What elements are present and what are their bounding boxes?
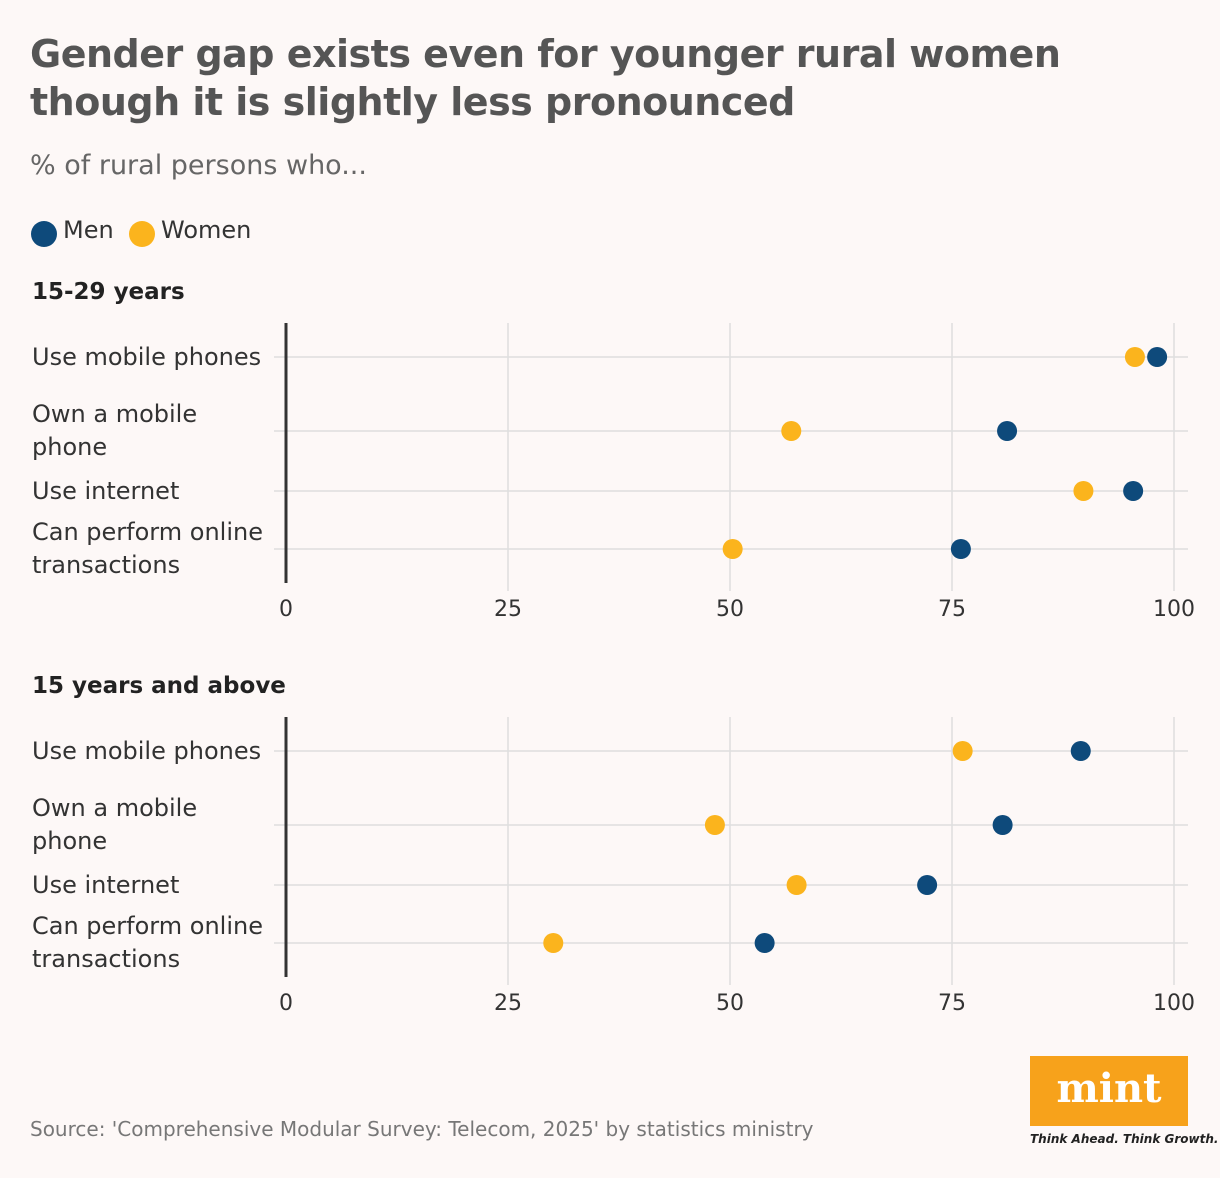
category-label: Own a mobile phone: [32, 400, 198, 461]
title: Gender gap exists even for younger rural…: [30, 32, 1061, 124]
panel-title: 15-29 years: [32, 279, 185, 305]
category-label: Use internet: [32, 870, 180, 899]
dot: [722, 539, 743, 559]
legend-marker: [31, 221, 57, 247]
x-tick-label: 100: [1153, 597, 1195, 622]
x-tick-label: 0: [279, 991, 293, 1016]
legend-label: Men: [63, 216, 114, 244]
dot: [952, 741, 973, 761]
subtitle: % of rural persons who...: [30, 150, 367, 181]
dot: [781, 421, 802, 441]
x-tick-label: 50: [716, 991, 744, 1016]
source: Source: 'Comprehensive Modular Survey: T…: [30, 1117, 814, 1141]
dot: [1123, 481, 1144, 501]
panel-title: 15 years and above: [32, 673, 286, 699]
x-tick-label: 100: [1153, 991, 1195, 1016]
category-label: Can perform online transactions: [32, 912, 263, 973]
tagline: Think Ahead. Think Growth.: [1030, 1132, 1219, 1146]
category-label: Use mobile phones: [32, 736, 262, 765]
dot: [1147, 347, 1168, 367]
category-label: Use mobile phones: [32, 342, 262, 371]
dot: [1073, 481, 1094, 501]
legend-marker: [129, 221, 155, 247]
x-tick-label: 25: [494, 597, 522, 622]
dot: [950, 539, 971, 559]
x-tick-label: 50: [716, 597, 744, 622]
dot: [704, 815, 725, 835]
dot: [754, 933, 775, 953]
category-label: Can perform online transactions: [32, 518, 263, 579]
dot: [786, 875, 807, 895]
category-label: Use internet: [32, 476, 180, 505]
dot: [1124, 347, 1145, 367]
dot: [997, 421, 1018, 441]
category-label: Own a mobile phone: [32, 794, 198, 855]
dot: [543, 933, 564, 953]
legend-label: Women: [161, 216, 252, 244]
dot: [1070, 741, 1091, 761]
dot: [992, 815, 1013, 835]
logo: mint: [1030, 1056, 1188, 1126]
x-tick-label: 25: [494, 991, 522, 1016]
dot: [917, 875, 938, 895]
x-tick-label: 75: [938, 991, 966, 1016]
x-tick-label: 75: [938, 597, 966, 622]
x-tick-label: 0: [279, 597, 293, 622]
